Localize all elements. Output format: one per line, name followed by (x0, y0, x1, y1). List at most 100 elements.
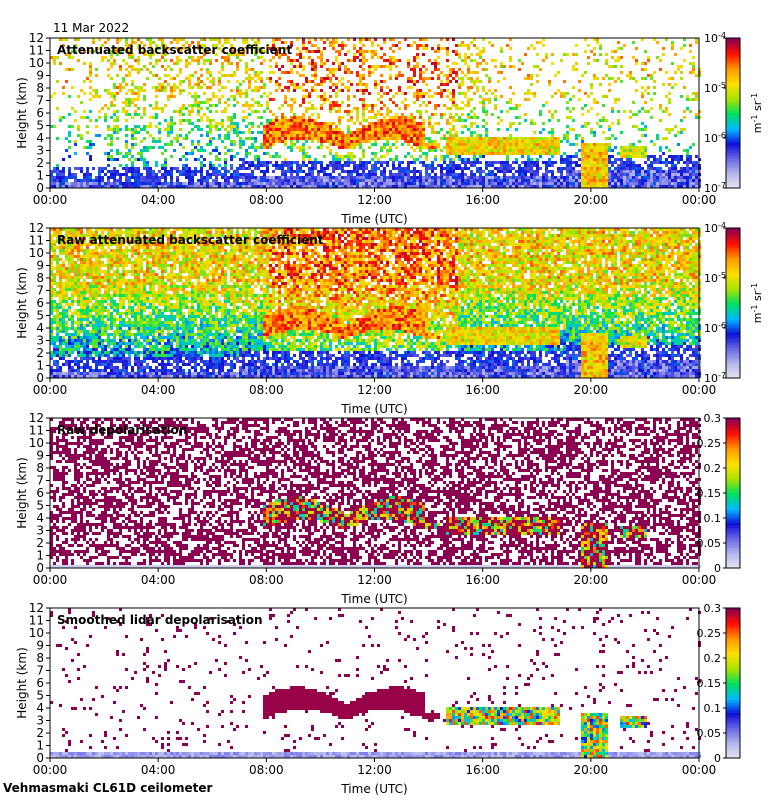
colorbar-tick-label: 0.05 (697, 537, 722, 550)
y-tick-label: 3 (36, 144, 44, 158)
x-tick-label: 16:00 (465, 573, 500, 587)
colorbar-tick-label: 0.1 (704, 702, 722, 715)
x-tick-label: 20:00 (574, 383, 609, 397)
x-tick-label: 04:00 (141, 193, 176, 207)
heatmap-cells (50, 608, 701, 758)
colorbar-tick-label: 0.2 (704, 652, 722, 665)
y-tick-label: 12 (29, 221, 44, 235)
y-tick-label: 5 (36, 309, 44, 323)
x-tick-label: 16:00 (465, 193, 500, 207)
panel-2: Raw attenuated backscatter coefficient01… (15, 221, 764, 416)
y-tick-label: 11 (29, 614, 44, 628)
y-tick-label: 11 (29, 44, 44, 58)
colorbar-tick-label: 10-4 (704, 221, 726, 235)
y-tick-label: 2 (36, 536, 44, 550)
y-tick-label: 10 (29, 436, 44, 450)
panel-title: Attenuated backscatter coefficient (57, 43, 292, 57)
y-tick-label: 1 (36, 549, 44, 563)
colorbar-tick-label: 0.05 (697, 727, 722, 740)
colorbar-tick-label: 10-6 (704, 321, 726, 335)
y-tick-label: 4 (36, 511, 44, 525)
x-tick-label: 20:00 (574, 193, 609, 207)
y-tick-label: 2 (36, 346, 44, 360)
x-tick-label: 04:00 (141, 383, 176, 397)
x-tick-label: 12:00 (357, 573, 392, 587)
x-tick-label: 08:00 (249, 763, 284, 777)
x-tick-label: 04:00 (141, 573, 176, 587)
y-tick-label: 11 (29, 234, 44, 248)
x-tick-label: 00:00 (682, 573, 717, 587)
y-tick-label: 8 (36, 461, 44, 475)
x-tick-label: 00:00 (682, 193, 717, 207)
x-tick-label: 12:00 (357, 383, 392, 397)
colorbar-tick-label: 0.3 (704, 602, 722, 615)
colorbar-tick-label: 10-6 (704, 131, 726, 145)
panel-1: Attenuated backscatter coefficient012345… (15, 31, 764, 226)
colorbar-tick-label: 0.3 (704, 412, 722, 425)
colorbar-tick-label: 0 (714, 562, 721, 575)
colorbar: 10-4 10-5 10-6 10-7 m-1 sr-1 (704, 221, 764, 385)
y-tick-label: 0 (36, 751, 44, 765)
x-tick-label: 08:00 (249, 193, 284, 207)
y-tick-label: 10 (29, 56, 44, 70)
colorbar-frame (725, 37, 741, 189)
colorbar-tick-label: 0 (714, 752, 721, 765)
colorbar-frame (725, 227, 741, 379)
x-tick-label: 08:00 (249, 573, 284, 587)
x-tick-label: 16:00 (465, 383, 500, 397)
y-tick-label: 4 (36, 701, 44, 715)
colorbar-tick-label: 0.15 (697, 487, 722, 500)
y-tick-label: 5 (36, 689, 44, 703)
x-axis-label: Time (UTC) (340, 212, 407, 226)
x-tick-label: 16:00 (465, 763, 500, 777)
y-tick-label: 4 (36, 321, 44, 335)
y-tick-label: 8 (36, 651, 44, 665)
heatmap-cells (50, 418, 701, 568)
y-tick-label: 12 (29, 31, 44, 45)
y-axis-label: Height (km) (15, 647, 29, 718)
x-axis-label: Time (UTC) (340, 782, 407, 796)
y-tick-label: 11 (29, 424, 44, 438)
date-label: 11 Mar 2022 (53, 21, 129, 35)
x-axis-label: Time (UTC) (340, 592, 407, 606)
x-axis-label: Time (UTC) (340, 402, 407, 416)
x-tick-label: 20:00 (574, 573, 609, 587)
y-tick-label: 7 (36, 474, 44, 488)
y-axis-label: Height (km) (15, 267, 29, 338)
y-tick-label: 1 (36, 359, 44, 373)
colorbar-tick-label: 10-5 (704, 271, 726, 285)
y-tick-label: 12 (29, 601, 44, 615)
y-tick-label: 2 (36, 726, 44, 740)
x-tick-label: 04:00 (141, 763, 176, 777)
panel-title: Raw attenuated backscatter coefficient (57, 233, 324, 247)
y-tick-label: 9 (36, 259, 44, 273)
y-tick-label: 4 (36, 131, 44, 145)
y-tick-label: 1 (36, 169, 44, 183)
y-tick-label: 5 (36, 499, 44, 513)
colorbar: 0.3 0.25 0.2 0.15 0.1 0.05 0 (697, 602, 741, 765)
y-axis-label: Height (km) (15, 77, 29, 148)
y-tick-label: 0 (36, 561, 44, 575)
colorbar-tick-label: 0.25 (697, 627, 722, 640)
y-tick-label: 3 (36, 714, 44, 728)
y-tick-label: 6 (36, 486, 44, 500)
x-tick-label: 00:00 (33, 573, 68, 587)
y-tick-label: 8 (36, 271, 44, 285)
y-tick-label: 10 (29, 246, 44, 260)
y-tick-label: 1 (36, 739, 44, 753)
y-tick-label: 9 (36, 639, 44, 653)
colorbar-unit: m-1 sr-1 (750, 283, 764, 323)
x-tick-label: 12:00 (357, 763, 392, 777)
x-tick-label: 00:00 (682, 763, 717, 777)
colorbar-tick-label: 10-7 (704, 371, 726, 385)
colorbar-tick-label: 0.15 (697, 677, 722, 690)
x-tick-label: 00:00 (682, 383, 717, 397)
colorbar-tick-label: 10-7 (704, 181, 726, 195)
y-tick-label: 3 (36, 334, 44, 348)
x-tick-label: 12:00 (357, 193, 392, 207)
heatmap-cells (50, 228, 701, 378)
x-tick-label: 20:00 (574, 763, 609, 777)
